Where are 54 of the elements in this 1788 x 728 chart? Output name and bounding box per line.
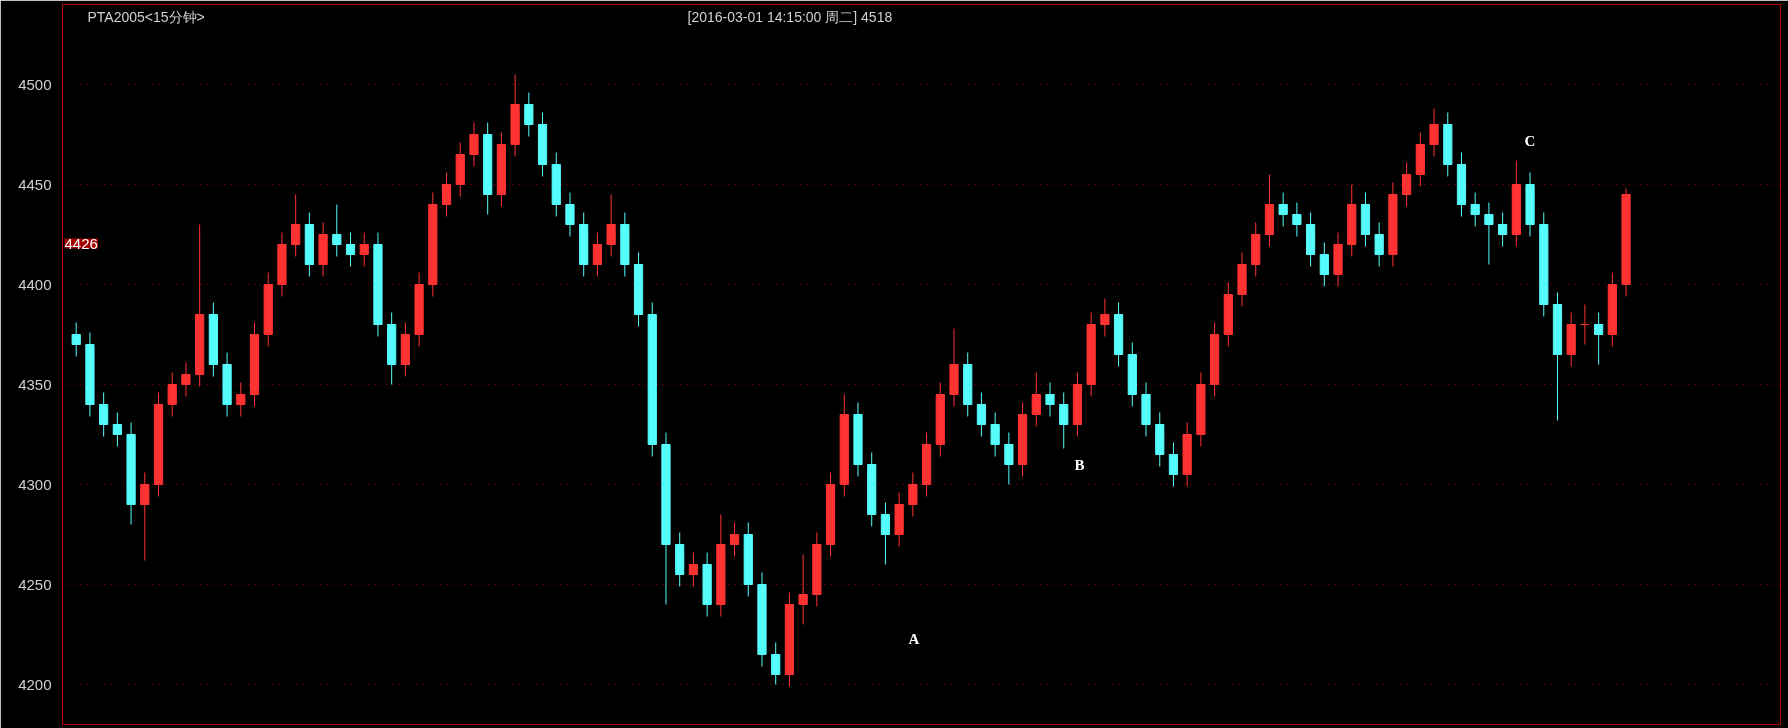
candlestick — [606, 194, 616, 257]
candlestick — [1278, 192, 1288, 227]
y-tick-label: 4250 — [18, 575, 52, 593]
candlestick — [1484, 202, 1494, 265]
candlestick — [181, 362, 191, 397]
candlestick — [688, 552, 699, 587]
candlestick — [140, 472, 150, 561]
annotation: B — [1074, 456, 1085, 473]
annotation: C — [1524, 132, 1536, 149]
candlestick — [332, 204, 342, 257]
candlestick — [1031, 372, 1041, 427]
candlestick — [1319, 242, 1329, 287]
chart-subtitle: [2016-03-01 14:15:00 周二] 4518 — [687, 8, 893, 25]
candlestick — [469, 122, 479, 167]
annotation: 4426 — [64, 234, 98, 252]
y-tick-label: 4400 — [18, 275, 52, 293]
y-tick-label: 4200 — [18, 675, 52, 693]
candlestick — [112, 412, 122, 447]
candlestick — [565, 192, 575, 237]
candlestick — [976, 392, 987, 437]
candlestick — [798, 554, 808, 625]
candlestick — [880, 502, 891, 565]
candlestick — [345, 232, 356, 267]
candlestick — [1004, 432, 1014, 485]
candlestick — [1100, 298, 1110, 337]
candlestick — [1402, 162, 1412, 207]
candlestick — [236, 382, 246, 417]
y-tick-label: 4500 — [18, 75, 52, 93]
candlestick — [291, 194, 301, 257]
candlestick — [990, 412, 1000, 457]
candlestick — [1059, 392, 1069, 449]
candlestick — [729, 522, 740, 557]
candlestick — [1374, 222, 1384, 267]
candlestick — [1292, 202, 1302, 237]
candlestick — [1168, 442, 1179, 487]
y-tick-label: 4300 — [18, 475, 52, 493]
candlestick — [1470, 192, 1480, 227]
candlestick — [71, 322, 81, 357]
candlestick — [771, 642, 781, 685]
y-tick-label: 4450 — [18, 175, 52, 193]
candlestick — [441, 172, 452, 217]
annotation: A — [908, 630, 920, 647]
candlestick — [524, 92, 534, 137]
candlestick — [1429, 108, 1439, 157]
chart-title: PTA2005<15分钟> — [87, 8, 205, 25]
y-tick-label: 4350 — [18, 375, 52, 393]
candlestick — [908, 472, 918, 517]
candlestick — [1594, 312, 1604, 365]
candlestick — [1498, 212, 1508, 247]
candlestick — [359, 232, 369, 267]
candlestick — [167, 372, 177, 417]
candlestick — [1045, 382, 1055, 417]
candlestick — [592, 232, 603, 277]
candlestick — [99, 392, 109, 437]
